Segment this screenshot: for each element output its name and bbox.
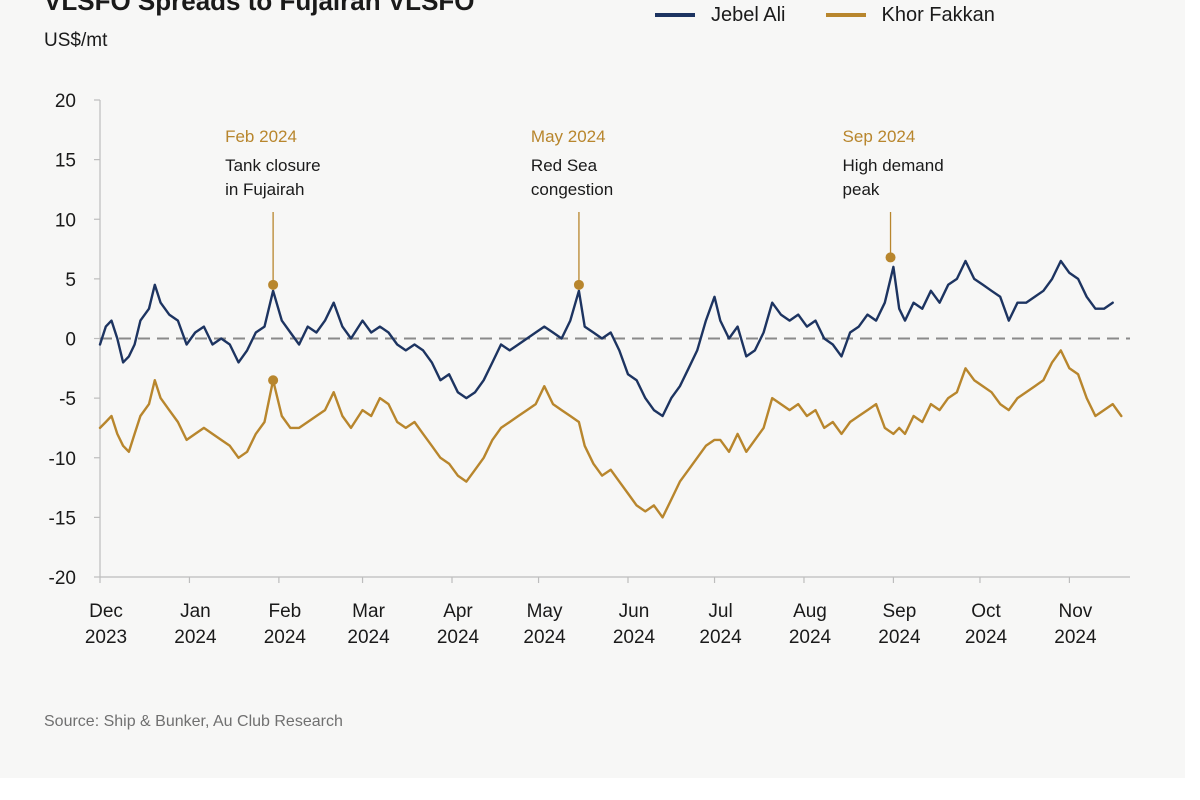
x-tick-label-month: Dec	[89, 601, 123, 622]
annotation-marker	[268, 375, 279, 386]
x-tick-label-month: Oct	[971, 601, 1001, 622]
annotation-text: peak	[843, 180, 880, 199]
source-note: Source: Ship & Bunker, Au Club Research	[44, 713, 343, 730]
annotation-text: Tank closure	[225, 156, 320, 175]
legend-swatch-khor-fakkan	[825, 13, 866, 17]
annotation-marker	[268, 279, 279, 290]
line-chart: 20 15 10 5 0 -5 -10 -15 -20 Dec 2023 Jan 2024 Feb 2024…	[49, 91, 1130, 648]
x-tick-label-year: 2024	[174, 627, 217, 648]
x-tick-label-year: 2024	[264, 627, 307, 648]
x-tick-label-year: 2024	[437, 627, 480, 648]
x-tick-label-year: 2023	[85, 627, 127, 648]
x-tick-label-month: Apr	[443, 601, 473, 622]
x-tick-label-month: Jul	[708, 601, 732, 622]
annotation-text: in Fujairah	[225, 180, 304, 199]
x-tick-label-month: Jun	[619, 601, 650, 622]
y-tick-label: 15	[55, 151, 76, 172]
legend-label-jebel-ali: Jebel Ali	[711, 3, 786, 26]
legend-item-khor-fakkan: Khor Fakkan	[825, 3, 995, 27]
y-tick-label: -10	[49, 449, 76, 470]
x-tick-label-year: 2024	[878, 627, 921, 648]
x-tick-label-year: 2024	[613, 627, 656, 648]
legend: Jebel Ali Khor Fakkan	[655, 2, 1035, 28]
annotation-date-label: Feb 2024	[225, 127, 297, 146]
legend-label-khor-fakkan: Khor Fakkan	[881, 3, 995, 26]
legend-item-jebel-ali: Jebel Ali	[655, 4, 786, 27]
annotation-text: Red Sea	[531, 156, 598, 175]
y-tick-label: -5	[59, 389, 76, 410]
annotation-marker	[885, 252, 896, 263]
annotation-marker	[573, 279, 584, 290]
annotation-text: High demand	[843, 156, 944, 175]
y-tick-label: 0	[65, 330, 76, 351]
x-tick-label-month: Mar	[352, 601, 385, 622]
x-tick-label-month: May	[527, 601, 563, 622]
annotation-date-label: May 2024	[531, 127, 606, 146]
x-tick-label-year: 2024	[789, 627, 832, 648]
x-tick-label-month: Jan	[180, 601, 211, 622]
y-tick-label: 5	[65, 270, 76, 291]
y-tick-label: -20	[49, 568, 76, 589]
x-tick-label-year: 2024	[523, 627, 566, 648]
legend-swatch-jebel-ali	[655, 13, 695, 17]
x-tick-label-year: 2024	[1054, 627, 1097, 648]
chart-card: VLSFO Spreads to Fujairah VLSFO US$/mt J…	[44, 0, 1130, 730]
x-tick-label-month: Aug	[793, 601, 827, 622]
x-tick-label-year: 2024	[699, 627, 742, 648]
series-line-jebel-ali	[98, 259, 1114, 418]
annotation-date-label: Sep 2024	[843, 127, 916, 146]
chart-title: VLSFO Spreads to Fujairah VLSFO	[44, 0, 475, 16]
y-tick-label: 10	[55, 210, 76, 231]
x-tick-label-year: 2024	[965, 627, 1008, 648]
x-tick-label-month: Feb	[269, 601, 302, 622]
annotation-text: congestion	[531, 180, 613, 199]
x-tick-label-month: Sep	[883, 601, 917, 622]
y-tick-label: -15	[49, 508, 76, 529]
x-tick-label-year: 2024	[347, 627, 390, 648]
y-tick-label: 20	[55, 91, 76, 112]
series-line-khor-fakkan	[98, 349, 1123, 519]
x-tick-label-month: Nov	[1059, 601, 1093, 622]
unit-label: US$/mt	[44, 30, 108, 51]
